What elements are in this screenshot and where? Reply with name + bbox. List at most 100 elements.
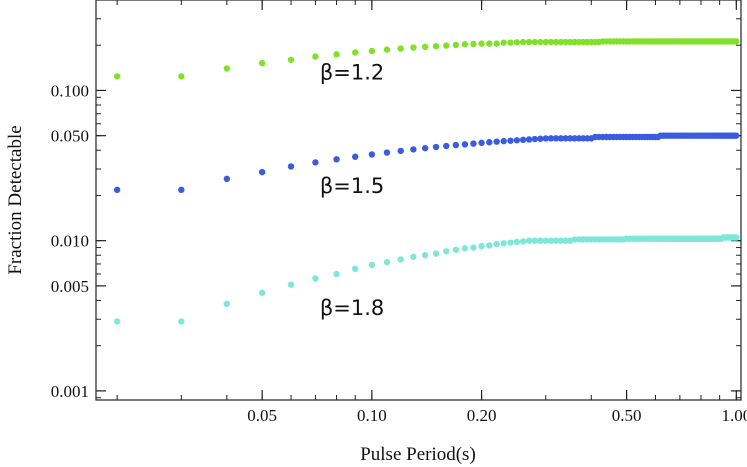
data-point	[562, 135, 569, 142]
y-tick-label: 0.001	[51, 382, 89, 401]
minor-ticks	[96, 0, 741, 400]
data-point	[452, 41, 460, 49]
scatter-points	[113, 38, 740, 325]
data-point	[486, 40, 493, 47]
data-point	[470, 40, 477, 48]
data-point	[547, 38, 555, 46]
series-2	[113, 132, 740, 194]
data-point	[312, 159, 319, 166]
data-point	[493, 138, 500, 145]
data-point	[397, 147, 404, 155]
data-point	[452, 246, 460, 253]
data-point	[258, 168, 266, 176]
data-point	[383, 46, 391, 53]
data-point	[383, 258, 391, 266]
data-point	[519, 38, 527, 46]
x-axis-title: Pulse Period(s)	[360, 444, 476, 465]
data-point	[178, 73, 185, 80]
data-point	[421, 144, 429, 152]
data-point	[513, 137, 521, 144]
data-point	[113, 73, 121, 80]
data-point	[542, 135, 549, 142]
data-point	[537, 135, 544, 142]
data-point	[470, 244, 477, 251]
y-axis-title: Fraction Detectable	[5, 125, 26, 274]
data-point	[500, 39, 507, 46]
data-point	[733, 38, 740, 45]
data-point	[552, 38, 560, 46]
series-1	[113, 38, 740, 80]
data-point	[478, 242, 485, 250]
data-point	[383, 149, 391, 156]
data-point	[513, 238, 521, 246]
data-point	[178, 318, 185, 325]
data-point	[421, 43, 429, 51]
x-tick-label: 0.20	[467, 406, 497, 425]
data-point	[432, 43, 440, 50]
data-point	[258, 289, 266, 296]
data-point	[542, 38, 549, 46]
data-point	[410, 44, 417, 51]
data-point	[486, 139, 493, 146]
data-point	[507, 239, 514, 246]
data-point	[557, 237, 565, 244]
data-point	[562, 38, 569, 46]
data-point	[493, 240, 500, 248]
data-point	[557, 38, 565, 46]
data-point	[113, 186, 121, 194]
data-point	[113, 318, 121, 325]
data-point	[351, 265, 359, 272]
data-point	[410, 253, 417, 261]
data-point	[486, 242, 493, 249]
x-tick-label: 0.10	[357, 406, 387, 425]
data-point	[443, 248, 450, 255]
data-point	[547, 237, 555, 244]
data-point	[287, 281, 295, 288]
x-tick-label: 0.50	[612, 406, 642, 425]
data-point	[351, 153, 359, 160]
data-point	[461, 141, 469, 148]
data-point	[368, 261, 376, 269]
data-point	[443, 42, 450, 49]
data-point	[542, 237, 549, 244]
data-point	[552, 135, 560, 142]
data-point	[513, 39, 521, 46]
data-point	[557, 135, 565, 142]
data-point	[351, 49, 359, 56]
y-tick-label: 0.005	[51, 277, 89, 296]
data-point	[287, 56, 295, 63]
data-point	[493, 40, 500, 47]
data-point	[461, 245, 469, 252]
y-tick-label: 0.010	[51, 232, 89, 251]
data-point	[525, 237, 533, 244]
data-point	[525, 38, 533, 46]
data-point	[432, 143, 440, 151]
data-point	[223, 175, 231, 183]
data-point	[478, 139, 485, 147]
data-point	[333, 156, 340, 163]
data-point	[333, 51, 340, 58]
plot-frame	[95, 0, 742, 401]
data-point	[178, 186, 185, 194]
data-point	[258, 59, 266, 67]
y-axis-ticks: 0.001 0.005 0.010 0.050 0.100	[51, 81, 741, 401]
y-tick-label: 0.100	[51, 81, 89, 100]
data-point	[566, 135, 574, 142]
data-point	[470, 140, 477, 147]
data-point	[547, 135, 555, 142]
data-point	[531, 38, 539, 46]
series-label: β=1.2	[320, 61, 384, 85]
x-tick-label: 1.00	[721, 406, 747, 425]
data-point	[566, 38, 574, 46]
data-point	[461, 41, 469, 48]
x-axis-ticks: 0.05 0.10 0.20 0.50 1.00	[247, 0, 747, 425]
series-label: β=1.8	[320, 296, 384, 320]
data-point	[519, 238, 527, 245]
data-point	[537, 38, 544, 46]
data-point	[500, 137, 507, 145]
series-3	[113, 234, 740, 325]
data-point	[223, 65, 231, 72]
data-point	[525, 136, 533, 143]
data-point	[443, 142, 450, 150]
y-tick-label: 0.050	[51, 127, 89, 146]
